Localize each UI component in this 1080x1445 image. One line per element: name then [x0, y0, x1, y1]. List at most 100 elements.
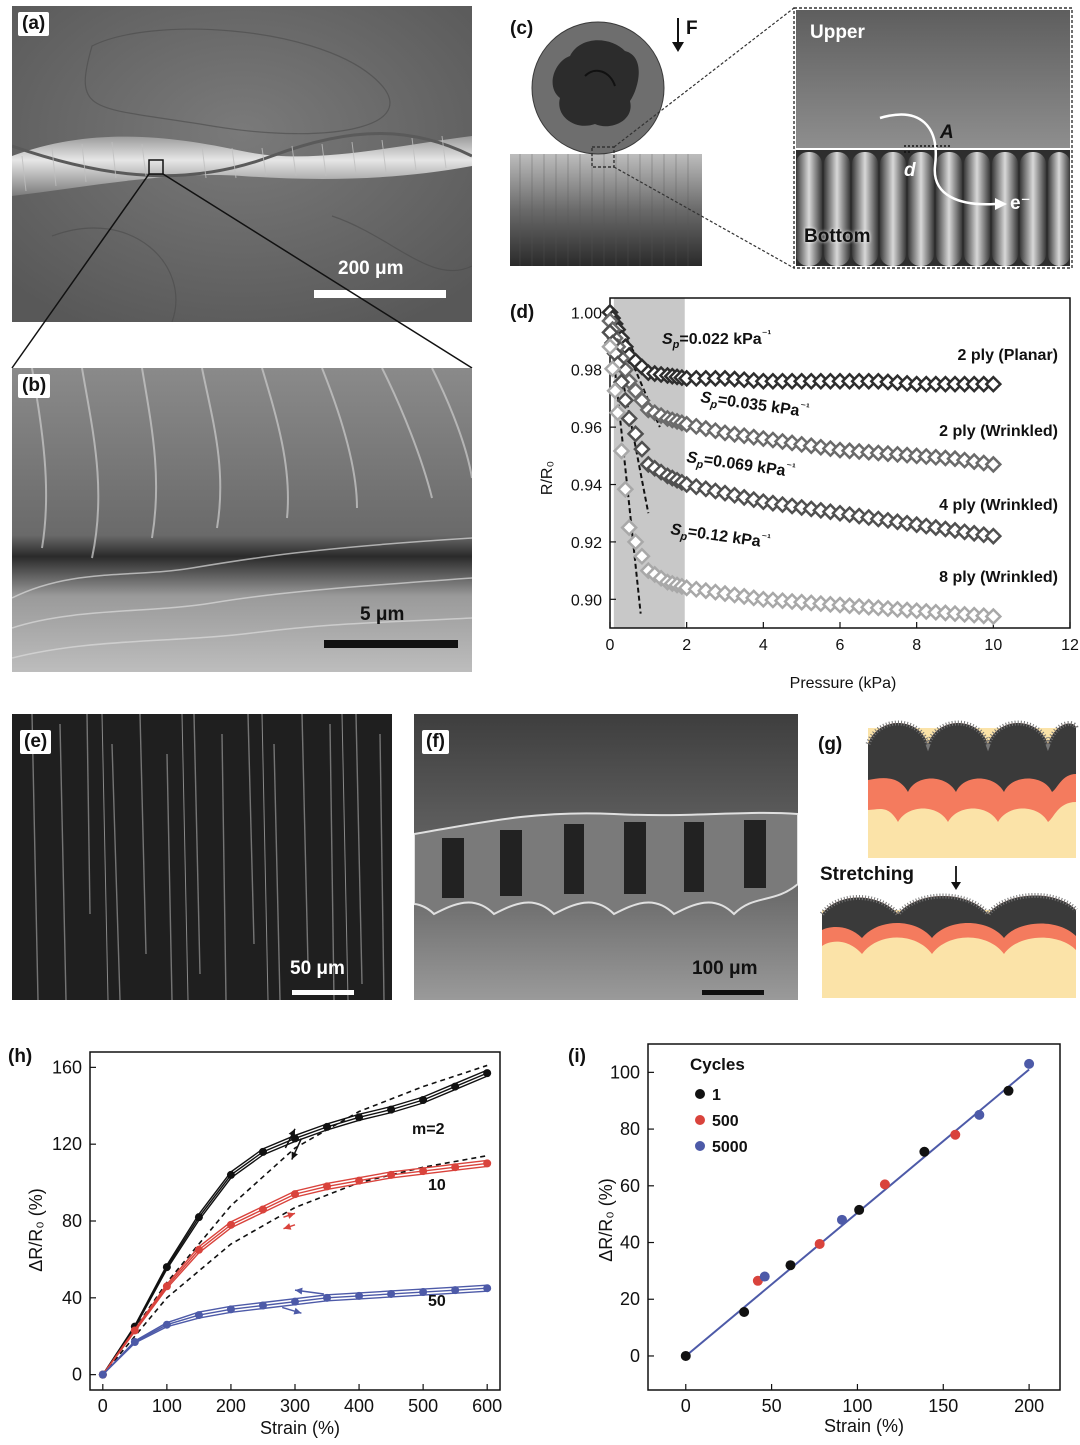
legend-label-1: 1	[712, 1087, 721, 1104]
data-point-diamond	[984, 607, 1003, 626]
x-tick-label: 500	[408, 1396, 438, 1416]
panel-d-label: (d)	[510, 302, 534, 323]
data-point	[483, 1159, 492, 1168]
data-point	[162, 1282, 171, 1291]
panel-g-artwork	[819, 720, 1079, 998]
label-10: 10	[428, 1177, 446, 1194]
legend-4ply-wrinkled: 4 ply (Wrinkled)	[939, 497, 1058, 514]
panel-b-sem-image: (b) 5 μm	[12, 368, 472, 672]
y-tick-label: 120	[52, 1134, 82, 1154]
data-point	[162, 1320, 171, 1329]
sp-label-1: Sp=0.022 kPa⁻¹	[662, 329, 772, 351]
data-point-diamond	[984, 375, 1003, 393]
panel-i-svg: (i) ΔR/R₀ (%) Strain (%) 0 50 100 150 200 0 20…	[568, 1043, 1061, 1436]
x-tick-label: 0	[98, 1396, 108, 1416]
data-point	[387, 1289, 396, 1298]
panel-e-scale-text: 50 μm	[290, 958, 345, 979]
direction-arrowhead	[293, 1307, 302, 1315]
data-point	[680, 1350, 691, 1361]
data-point	[226, 1220, 235, 1229]
data-point	[258, 1301, 267, 1310]
data-point	[419, 1096, 428, 1105]
y-tick-label: 0.96	[571, 420, 602, 437]
panel-g-schematic: (g) Stretching	[818, 714, 1080, 1002]
panel-d-svg: (d) R/R₀ Pressure (kPa) 0 2 4 6 8 10 12 0.90 0.9…	[510, 297, 1079, 692]
panel-e-sem-image: (e) 50 μm	[12, 714, 392, 1000]
panel-h-label: (h)	[8, 1046, 32, 1067]
panel-b-scale-text: 5 μm	[360, 604, 405, 625]
y-tick-label: 0.90	[571, 592, 602, 609]
direction-arrowhead	[288, 1128, 295, 1137]
zoom-lines-a-b	[11, 173, 473, 369]
data-point	[974, 1109, 985, 1120]
data-point-diamond	[616, 391, 635, 410]
y-tick-label: 100	[610, 1062, 640, 1082]
panel-c-distance-label: d	[904, 160, 916, 181]
data-point-diamond	[984, 527, 1003, 545]
y-tick-label: 0	[72, 1365, 82, 1385]
panel-e-label: (e)	[20, 730, 52, 754]
panel-c-upper-label: Upper	[810, 22, 865, 43]
panel-c-force-label: F	[686, 18, 698, 39]
series-line	[102, 1069, 488, 1376]
data-point	[162, 1263, 171, 1272]
data-point	[226, 1305, 235, 1314]
data-point	[323, 1293, 332, 1302]
data-point	[258, 1205, 267, 1214]
panel-c-artwork	[510, 7, 1073, 269]
data-point-diamond	[626, 382, 645, 400]
panel-g-stretching-label: Stretching	[820, 864, 914, 885]
panel-i-legend: 1 500 5000	[695, 1087, 748, 1156]
panel-g-label: (g)	[818, 734, 843, 755]
data-point	[451, 1286, 460, 1295]
data-point	[483, 1284, 492, 1293]
data-point	[194, 1213, 203, 1222]
data-point	[226, 1170, 235, 1179]
x-tick-label: 200	[1014, 1396, 1044, 1416]
legend-label-5000: 5000	[712, 1139, 748, 1156]
data-point-diamond	[608, 404, 627, 422]
y-tick-label: 40	[620, 1233, 640, 1253]
panel-d-xlabel: Pressure (kPa)	[790, 675, 897, 692]
panel-h-chart: (h) ΔR/R₀ (%) Strain (%) 0 100 200 300 400 50…	[0, 1030, 520, 1440]
plot-frame	[647, 1043, 1061, 1391]
data-point	[919, 1146, 930, 1157]
data-point-diamond	[620, 409, 638, 428]
direction-arrowhead	[283, 1223, 292, 1230]
panel-d-chart: (d) R/R₀ Pressure (kPa) 0 2 4 6 8 10 12 0.90 0.9…	[500, 290, 1080, 694]
panel-c-bottom-label: Bottom	[804, 226, 871, 247]
y-tick-label: 1.00	[571, 305, 602, 322]
data-point-diamond	[620, 518, 638, 537]
x-tick-label: 10	[984, 637, 1002, 654]
data-point	[739, 1307, 750, 1318]
x-tick-label: 100	[842, 1396, 872, 1416]
data-point	[950, 1129, 961, 1140]
y-tick-label: 0.98	[571, 363, 602, 380]
x-tick-label: 200	[216, 1396, 246, 1416]
data-point	[451, 1082, 460, 1091]
direction-arrowhead	[295, 1287, 303, 1295]
panel-a-sem-image: (a) 200 μm	[12, 6, 472, 322]
panel-a-label: (a)	[18, 12, 50, 36]
data-point	[323, 1182, 332, 1191]
legend-dot-500	[695, 1115, 705, 1125]
y-tick-label: 20	[620, 1289, 640, 1309]
panel-d-ylabel: R/R₀	[539, 461, 556, 495]
data-point	[387, 1105, 396, 1114]
fit-dashed-curve	[102, 1154, 488, 1376]
y-tick-label: 160	[52, 1057, 82, 1077]
panel-i-chart: (i) ΔR/R₀ (%) Strain (%) 0 50 100 150 200 0 20…	[560, 1030, 1080, 1440]
panel-e-artwork	[12, 714, 392, 1000]
data-point-diamond	[633, 547, 651, 566]
panel-f-label: (f)	[422, 730, 449, 754]
x-tick-label: 150	[928, 1396, 958, 1416]
legend-8ply-wrinkled: 8 ply (Wrinkled)	[939, 569, 1058, 586]
data-point-diamond	[616, 480, 635, 499]
panel-b-label: (b)	[18, 374, 51, 398]
data-point	[1024, 1058, 1035, 1069]
panel-b-artwork	[12, 368, 472, 672]
panel-f-sem-image: (f) 100 μm	[414, 714, 798, 1000]
x-tick-label: 12	[1061, 637, 1079, 654]
sp-label-2: Sp=0.035 kPa⁻¹	[699, 387, 811, 424]
panel-i-legend-title: Cycles	[690, 1055, 745, 1074]
